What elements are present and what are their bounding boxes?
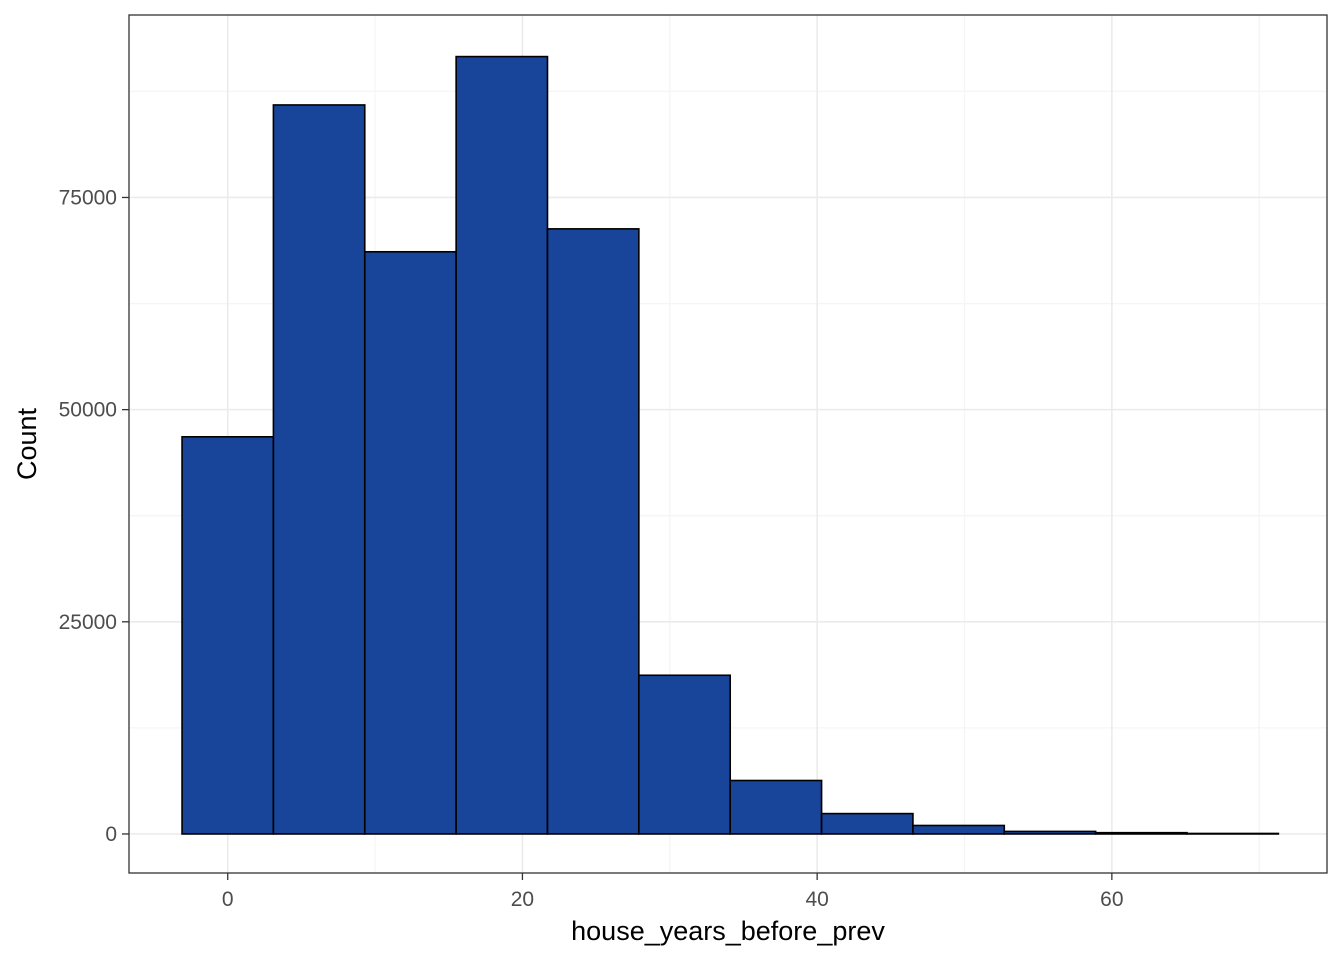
y-tick-label-3: 75000 [59, 186, 117, 209]
y-tick-label-1: 25000 [59, 611, 117, 634]
minor-grid [129, 15, 1327, 873]
histogram-bar-4 [546, 228, 640, 835]
y-axis-ticks: 0 25000 50000 75000 [59, 186, 129, 846]
histogram-bar-5 [638, 674, 732, 835]
histogram-bar-10 [1094, 831, 1188, 835]
y-tick-label-0: 0 [105, 823, 117, 846]
histogram-bar-7 [820, 812, 914, 835]
x-tick-label-3: 60 [1100, 888, 1123, 911]
histogram-bar-2 [363, 250, 457, 835]
y-tick-label-2: 50000 [59, 399, 117, 422]
y-axis-title: Count [12, 407, 42, 480]
x-axis-title: house_years_before_prev [571, 916, 885, 946]
histogram-bar-11 [1186, 832, 1280, 835]
histogram-bar-0 [181, 435, 275, 835]
histogram-bar-6 [729, 779, 823, 835]
histogram-bar-1 [272, 104, 366, 835]
x-tick-label-0: 0 [222, 888, 234, 911]
x-tick-label-1: 20 [511, 888, 534, 911]
x-axis-ticks: 0 20 40 60 [222, 873, 1124, 911]
histogram-bars [181, 55, 1280, 835]
histogram-bar-9 [1003, 830, 1097, 835]
histogram-bar-3 [455, 55, 549, 835]
panel-border [128, 14, 1328, 874]
x-tick-label-2: 40 [805, 888, 828, 911]
histogram-bar-8 [912, 824, 1006, 835]
